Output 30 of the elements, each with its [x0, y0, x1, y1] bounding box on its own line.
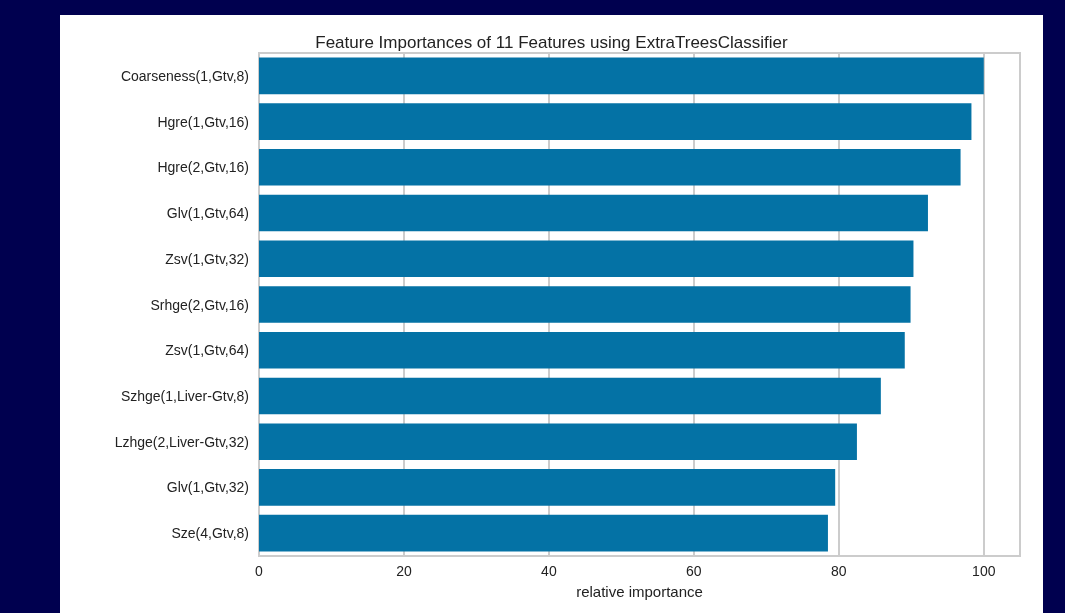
bar — [259, 149, 961, 186]
y-tick-label: Lzhge(2,Liver-Gtv,32) — [114, 433, 249, 450]
bar — [259, 57, 984, 95]
y-tick-label: Srhge(2,Gtv,16) — [150, 296, 249, 313]
bar — [259, 514, 828, 552]
y-tick-label: Zsv(1,Gtv,64) — [165, 342, 249, 359]
y-tick-label: Szhge(1,Liver-Gtv,8) — [120, 387, 249, 404]
bar — [259, 469, 836, 506]
y-tick-label: Coarseness(1,Gtv,8) — [120, 67, 249, 84]
chart-title: Feature Importances of 11 Features using ExtraTreesClassifier — [315, 33, 789, 52]
bar — [259, 103, 972, 140]
bar — [259, 286, 911, 323]
bar — [259, 331, 905, 369]
y-tick-label: Hgre(2,Gtv,16) — [157, 159, 249, 176]
x-tick-label: 80 — [831, 563, 847, 579]
y-tick-label: Glv(1,Gtv,64) — [166, 205, 249, 222]
bar — [259, 423, 857, 460]
bar — [259, 240, 914, 278]
y-tick-label: Hgre(1,Gtv,16) — [157, 113, 249, 130]
x-tick-label: 100 — [972, 563, 996, 579]
y-tick-label: Sze(4,Gtv,8) — [171, 525, 249, 542]
x-tick-label: 40 — [541, 563, 557, 579]
x-axis-title: relative importance — [576, 583, 703, 600]
bar — [259, 377, 881, 415]
x-tick-label: 0 — [255, 563, 264, 579]
x-tick-label: 60 — [686, 563, 702, 579]
y-tick-label: Glv(1,Gtv,32) — [166, 479, 249, 496]
y-tick-label: Zsv(1,Gtv,32) — [165, 250, 249, 267]
x-tick-label: 20 — [396, 563, 412, 579]
bar — [259, 194, 928, 232]
